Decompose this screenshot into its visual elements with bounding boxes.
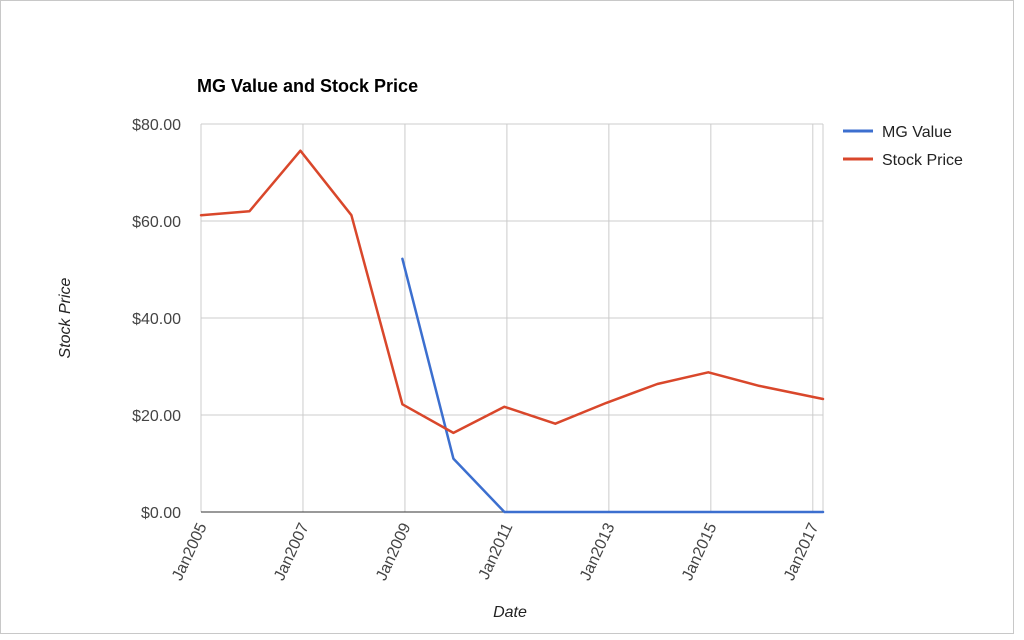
legend-label: MG Value <box>882 124 952 141</box>
y-tick-label: $80.00 <box>132 117 181 134</box>
legend-label: Stock Price <box>882 152 963 169</box>
series-line-stock-price <box>199 149 825 435</box>
chart-title: MG Value and Stock Price <box>197 76 418 96</box>
y-tick-label: $0.00 <box>141 505 181 522</box>
series-layer <box>199 149 825 514</box>
y-axis-title: Stock Price <box>57 277 74 358</box>
x-axis-title: Date <box>493 604 527 621</box>
y-tick-label: $60.00 <box>132 214 181 231</box>
legend: MG Value Stock Price <box>843 124 963 169</box>
y-tick-label: $40.00 <box>132 311 181 328</box>
series-line-mg-value <box>401 257 825 514</box>
y-tick-label: $20.00 <box>132 408 181 425</box>
